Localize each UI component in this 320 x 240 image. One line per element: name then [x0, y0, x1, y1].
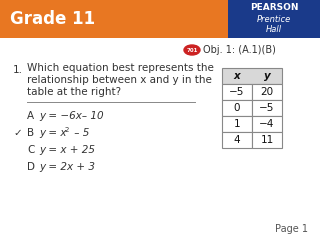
- Bar: [0, 0, 320, 38]
- Text: −5: −5: [259, 103, 275, 113]
- Text: y: y: [264, 71, 270, 81]
- Text: 1.: 1.: [13, 65, 23, 75]
- Text: A: A: [27, 111, 34, 121]
- Text: y = −6x– 10: y = −6x– 10: [39, 111, 104, 121]
- Bar: [222, 100, 252, 116]
- Text: y = x + 25: y = x + 25: [39, 145, 95, 155]
- Bar: [252, 100, 282, 116]
- Text: ✓: ✓: [13, 128, 22, 138]
- Text: −4: −4: [259, 119, 275, 129]
- Bar: [222, 84, 252, 100]
- Bar: [228, 0, 320, 38]
- Text: PEARSON: PEARSON: [250, 4, 298, 12]
- Bar: [222, 132, 252, 148]
- Bar: [252, 84, 282, 100]
- Text: B: B: [27, 128, 34, 138]
- Text: C: C: [27, 145, 34, 155]
- Text: D: D: [27, 162, 35, 172]
- Bar: [222, 68, 282, 84]
- Text: Grade 11: Grade 11: [10, 10, 95, 28]
- Text: relationship between x and y in the: relationship between x and y in the: [27, 75, 212, 85]
- Bar: [252, 132, 282, 148]
- Text: 1: 1: [234, 119, 240, 129]
- Text: table at the right?: table at the right?: [27, 87, 121, 97]
- Text: x: x: [234, 71, 240, 81]
- Ellipse shape: [184, 45, 200, 55]
- Text: Obj. 1: (A.1)(B): Obj. 1: (A.1)(B): [203, 45, 276, 55]
- Text: 2: 2: [65, 127, 69, 133]
- Text: 0: 0: [234, 103, 240, 113]
- Text: Hall: Hall: [266, 25, 282, 35]
- Text: Page 1: Page 1: [275, 224, 308, 234]
- Text: y = 2x + 3: y = 2x + 3: [39, 162, 95, 172]
- Text: Prentice: Prentice: [257, 16, 291, 24]
- Text: – 5: – 5: [71, 128, 89, 138]
- Text: 4: 4: [234, 135, 240, 145]
- Text: −5: −5: [229, 87, 245, 97]
- Text: 701: 701: [186, 48, 198, 53]
- Bar: [252, 116, 282, 132]
- Text: 20: 20: [260, 87, 274, 97]
- Bar: [222, 116, 252, 132]
- Text: y = x: y = x: [39, 128, 67, 138]
- Text: 11: 11: [260, 135, 274, 145]
- Text: Which equation best represents the: Which equation best represents the: [27, 63, 214, 73]
